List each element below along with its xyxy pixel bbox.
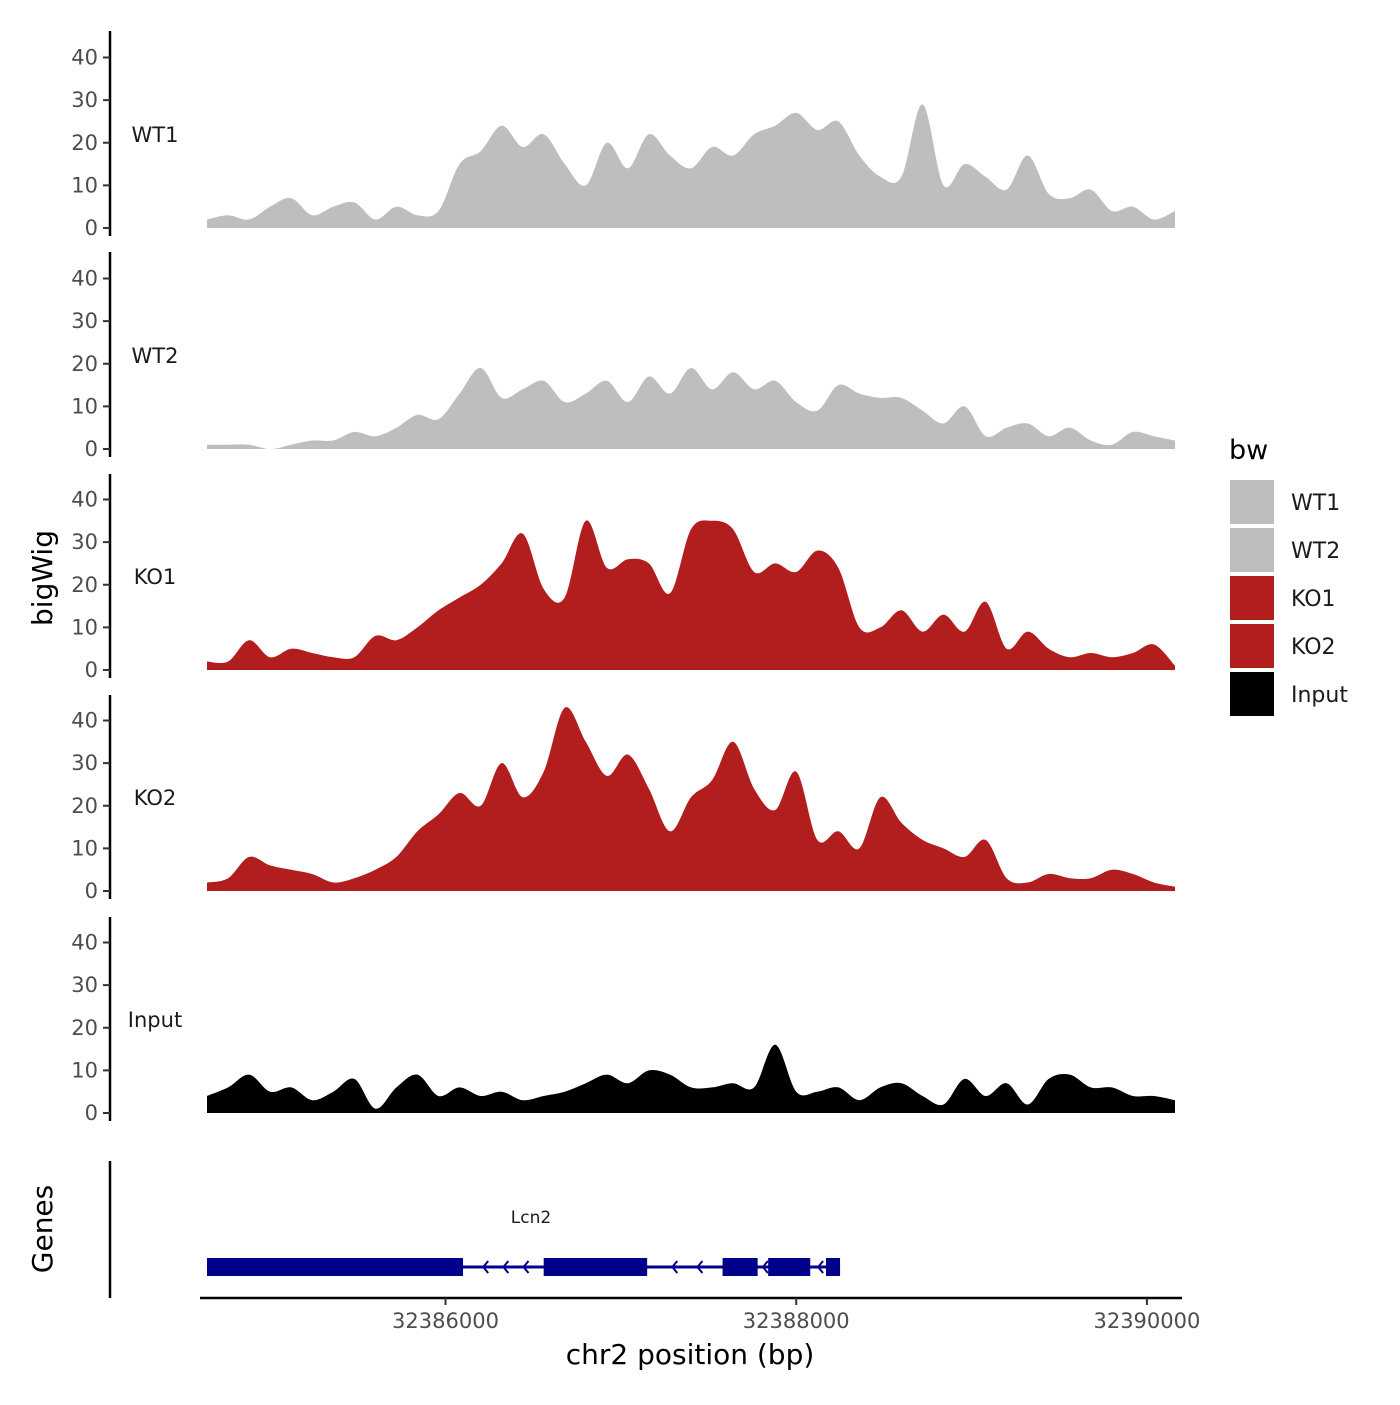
legend-label-input: Input (1291, 683, 1348, 708)
x-tick-label: 32388000 (743, 1309, 850, 1333)
legend-label-wt2: WT2 (1291, 539, 1340, 564)
track-ko2: 0 10 20 30 40 KO2 (71, 695, 1175, 903)
legend-label-ko1: KO1 (1291, 587, 1336, 612)
y-tick-label: 30 (71, 530, 98, 554)
track-label: WT2 (132, 344, 179, 368)
y-tick-label: 40 (71, 931, 98, 955)
legend-swatch-wt2 (1230, 528, 1274, 572)
y-tick-label: 10 (71, 836, 98, 860)
gene-exon (826, 1258, 841, 1276)
legend-swatch-wt1 (1230, 480, 1274, 524)
y-tick-label: 10 (71, 394, 98, 418)
signal-area-wt1 (207, 104, 1175, 228)
gene-name-label: Lcn2 (511, 1208, 551, 1228)
x-tick-label: 32390000 (1093, 1309, 1200, 1333)
strand-arrow (502, 1260, 510, 1274)
strand-arrow (670, 1260, 679, 1274)
legend-label-wt1: WT1 (1291, 491, 1340, 516)
y-tick-label: 0 (85, 216, 98, 240)
y-tick-label: 40 (71, 46, 98, 70)
legend-swatch-ko1 (1230, 576, 1274, 620)
track-wt1: 0 10 20 30 40 WT1 (71, 31, 1175, 240)
track-label: KO1 (134, 565, 177, 589)
x-tick-label: 32386000 (392, 1309, 499, 1333)
track-ko1: 0 10 20 30 40 KO1 (71, 474, 1175, 682)
y-tick-label: 30 (71, 751, 98, 775)
y-tick-label: 40 (71, 267, 98, 291)
y-tick-label: 0 (85, 658, 98, 682)
track-label: KO2 (134, 786, 177, 810)
track-label: WT1 (132, 123, 179, 147)
gene-track: Lcn2 (108, 1161, 841, 1298)
y-axis-title: bigWig (26, 530, 59, 626)
y-tick-label: 30 (71, 973, 98, 997)
x-axis: 32386000 32388000 32390000 (200, 1296, 1200, 1333)
track-label: Input (128, 1008, 182, 1032)
y-tick-label: 20 (71, 794, 98, 818)
y-tick-label: 0 (85, 879, 98, 903)
gene-exon (543, 1258, 648, 1276)
track-input: 0 10 20 30 40 Input (71, 917, 1175, 1125)
signal-area-ko2 (207, 707, 1175, 891)
genes-axis-title: Genes (26, 1185, 59, 1273)
y-tick-label: 10 (71, 173, 98, 197)
gene-exon (768, 1258, 811, 1276)
y-tick-label: 20 (71, 573, 98, 597)
legend-label-ko2: KO2 (1291, 635, 1336, 660)
y-tick-label: 30 (71, 309, 98, 333)
strand-arrow (522, 1260, 530, 1274)
y-tick-label: 0 (85, 437, 98, 461)
y-tick-label: 30 (71, 88, 98, 112)
y-tick-label: 10 (71, 1058, 98, 1082)
signal-area-ko1 (207, 520, 1175, 670)
strand-arrow (696, 1260, 704, 1274)
y-tick-label: 10 (71, 615, 98, 639)
legend-swatch-ko2 (1230, 624, 1274, 668)
legend-title: bw (1229, 435, 1268, 466)
track-wt2: 0 10 20 30 40 WT2 (71, 252, 1175, 461)
legend-swatch-input (1230, 672, 1274, 716)
y-tick-label: 40 (71, 709, 98, 733)
strand-arrow (761, 1260, 769, 1274)
legend: bw WT1 WT2 KO1 KO2 Input (1229, 435, 1348, 716)
y-tick-label: 0 (85, 1101, 98, 1125)
y-tick-label: 20 (71, 131, 98, 155)
gene-exon (207, 1258, 464, 1276)
y-tick-label: 20 (71, 1016, 98, 1040)
y-tick-label: 20 (71, 352, 98, 376)
x-axis-title: chr2 position (bp) (566, 1338, 815, 1371)
signal-area-input (207, 1044, 1175, 1113)
gene-exon (722, 1258, 758, 1276)
strand-arrow (481, 1260, 489, 1274)
y-tick-label: 40 (71, 488, 98, 512)
tracks-layer: 0 10 20 30 40 WT1 0 10 20 30 40 WT2 0 10 20 30 40 KO1 0 10 2… (71, 31, 1175, 1125)
strand-arrow (816, 1260, 824, 1274)
signal-area-wt2 (207, 367, 1175, 449)
